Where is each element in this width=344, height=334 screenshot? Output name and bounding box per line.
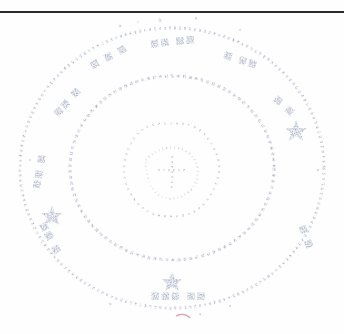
seal-outer-ring	[18, 26, 326, 310]
svg-text:▪▪ ▪▪: ▪▪ ▪▪	[149, 29, 197, 52]
seal-inner-ring	[68, 74, 276, 262]
svg-text:▪▪ ▪: ▪▪ ▪	[26, 152, 50, 190]
seal-star-marks	[42, 120, 307, 291]
svg-text:▪ ▪▪: ▪ ▪▪	[33, 219, 66, 259]
svg-text:▪▪ ▪: ▪▪ ▪	[48, 82, 85, 121]
red-ink-mark	[175, 313, 191, 319]
svg-text:▪ ▪▪: ▪ ▪▪	[221, 45, 261, 73]
svg-text:▪▪▪ ▪▪: ▪▪▪ ▪▪	[150, 286, 206, 304]
svg-text:▪ ▪: ▪ ▪	[269, 90, 300, 120]
svg-text:▪ ▪ ▪: ▪ ▪ ▪	[85, 38, 130, 73]
seal-center-emblem	[122, 122, 221, 218]
svg-text:▪ ▪: ▪ ▪	[294, 221, 320, 251]
seal-ink-specks	[28, 16, 320, 316]
top-rule-line	[0, 11, 344, 13]
